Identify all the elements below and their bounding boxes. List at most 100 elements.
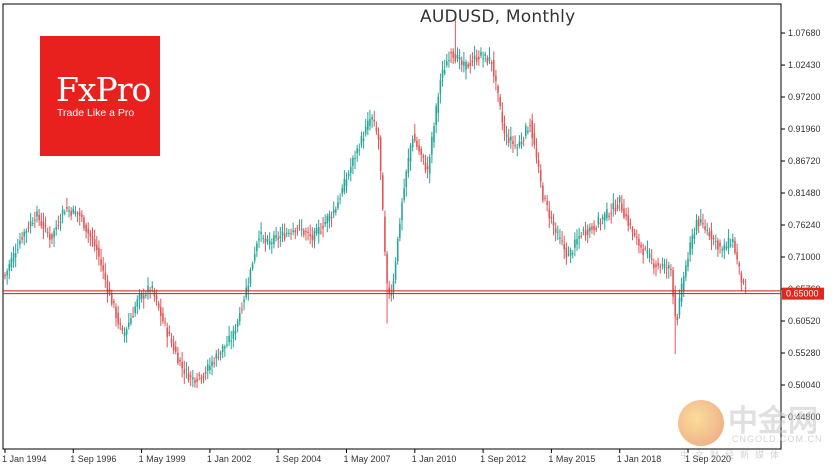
candle-body <box>200 377 203 380</box>
candle-body <box>704 226 706 230</box>
x-tick-label: 1 Sep 2012 <box>480 454 526 464</box>
candle-body <box>61 209 64 215</box>
candle-body <box>578 236 580 239</box>
candle-body <box>717 240 719 250</box>
candle-body <box>136 299 139 307</box>
candle-body <box>522 139 525 141</box>
candle-body <box>524 125 527 136</box>
candle-body <box>428 157 431 174</box>
candle-body <box>390 292 393 296</box>
candle-body <box>507 137 510 143</box>
candle-body <box>270 242 273 244</box>
candle-body <box>70 210 72 216</box>
candle-body <box>608 215 610 218</box>
candle-body <box>151 286 154 288</box>
candle-body <box>499 96 501 106</box>
candle-body <box>537 160 540 167</box>
candle-body <box>266 238 269 242</box>
candle-body <box>676 316 679 320</box>
candle-body <box>475 57 478 62</box>
candle-body <box>95 244 98 251</box>
candle-body <box>36 211 38 217</box>
candle-body <box>262 237 265 240</box>
candle-body <box>657 263 659 266</box>
candle-body <box>63 212 66 214</box>
candle-body <box>228 335 230 343</box>
candle-body <box>467 64 469 67</box>
candle-body <box>518 141 521 147</box>
candle-body <box>238 313 241 322</box>
candle-body <box>206 364 209 371</box>
candle-body <box>313 230 316 242</box>
candle-body <box>198 374 201 376</box>
candle-body <box>332 209 335 214</box>
candle-body <box>405 171 408 188</box>
candle-body <box>138 294 141 300</box>
candle-body <box>40 220 43 226</box>
candle-body <box>292 230 294 232</box>
candle-body <box>422 155 425 158</box>
x-tick-label: 1 Sep 2020 <box>685 454 731 464</box>
candle-body <box>44 224 47 226</box>
candle-body <box>29 221 32 227</box>
candle-body <box>345 179 348 186</box>
candle-body <box>279 235 282 239</box>
candle-body <box>586 228 589 235</box>
candle-body <box>580 235 583 237</box>
candle-body <box>358 150 361 152</box>
candle-body <box>283 233 286 239</box>
candle-body <box>606 209 608 218</box>
candle-body <box>232 330 235 339</box>
candle-body <box>245 287 247 298</box>
candle-body <box>433 126 435 143</box>
candle-body <box>443 70 446 74</box>
candle-body <box>740 273 743 283</box>
candle-body <box>23 232 26 237</box>
candle-body <box>34 219 36 221</box>
candle-body <box>501 111 504 123</box>
candle-body <box>305 231 307 233</box>
candle-body <box>571 253 574 255</box>
candle-body <box>55 226 58 230</box>
candle-body <box>589 227 591 232</box>
candle-body <box>635 236 638 238</box>
candle-body <box>142 295 145 299</box>
candle-body <box>12 253 15 262</box>
candle-body <box>298 224 301 226</box>
candle-body <box>364 126 367 134</box>
candle-body <box>426 166 429 169</box>
candle-body <box>678 297 681 316</box>
candle-body <box>170 339 173 343</box>
y-tick-label: 0.44800 <box>788 412 821 422</box>
candle-body <box>544 197 546 199</box>
candle-body <box>19 240 21 245</box>
candle-body <box>106 280 109 293</box>
candle-body <box>488 57 491 61</box>
candle-body <box>450 52 452 54</box>
candle-body <box>599 222 602 224</box>
candle-body <box>512 140 514 145</box>
candle-body <box>386 253 388 284</box>
candle-body <box>349 166 352 174</box>
candle-body <box>83 217 85 229</box>
candle-body <box>226 344 228 346</box>
candle-body <box>373 119 376 122</box>
candle-body <box>460 60 463 65</box>
candle-body <box>480 52 482 56</box>
candle-body <box>104 272 107 280</box>
candle-body <box>335 209 337 213</box>
candle-body <box>469 62 472 66</box>
candle-body <box>157 303 160 308</box>
candle-body <box>529 124 531 127</box>
candle-body <box>311 235 314 240</box>
candle-body <box>87 228 90 234</box>
candle-body <box>160 306 162 317</box>
candle-body <box>452 51 455 58</box>
candle-body <box>294 230 297 233</box>
candle-body <box>66 206 68 209</box>
candle-body <box>492 60 495 77</box>
x-tick-label: 1 Jan 1994 <box>2 454 47 464</box>
watermark-sub: 中文财经新媒体 <box>680 451 786 461</box>
candle-body <box>236 321 239 327</box>
candle-body <box>631 228 634 233</box>
